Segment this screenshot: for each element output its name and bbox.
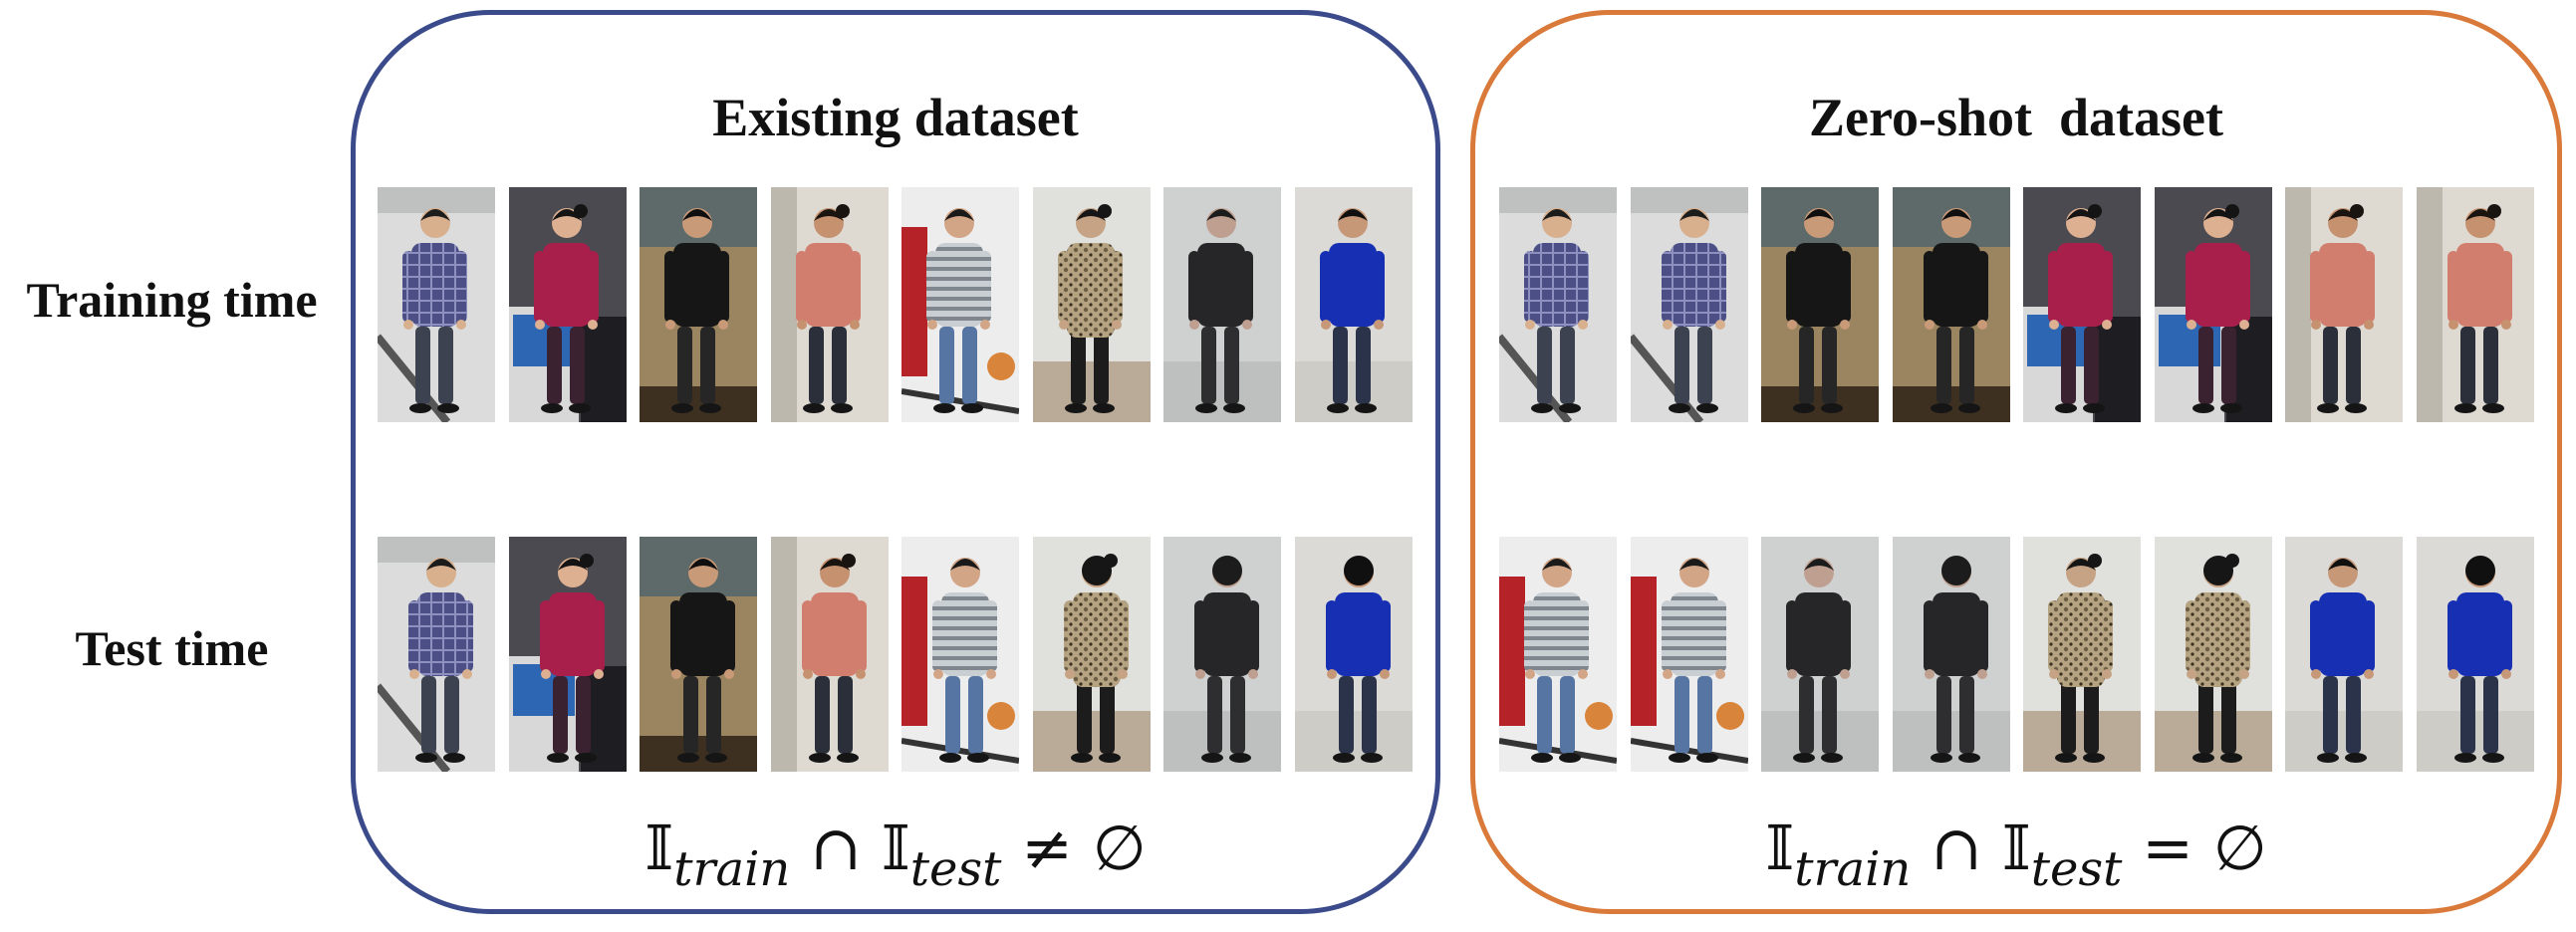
person-image-salmon-woman-training xyxy=(770,187,889,422)
person-image-salmon-woman-test xyxy=(770,537,889,772)
formula-sub-train: train xyxy=(1794,841,1912,897)
person-image-plaid-man-training xyxy=(1499,187,1617,422)
formula-sub-train: train xyxy=(673,841,791,897)
person-image-leopard-woman-test xyxy=(1032,537,1151,772)
formula-sub-test: test xyxy=(909,841,1002,897)
formula-set-test: 𝕀 xyxy=(881,812,910,884)
person-image-dark-man-test xyxy=(1892,537,2010,772)
person-image-striped-man-test xyxy=(1499,537,1617,772)
person-image-black-man-test xyxy=(640,537,757,772)
formula-existing: 𝕀train ∩ 𝕀test ≠ ∅ xyxy=(356,812,1435,897)
person-image-blue-man-test xyxy=(1294,537,1413,772)
formula-intersection: ∩ xyxy=(810,812,863,884)
person-image-blue-man-test xyxy=(2416,537,2534,772)
person-image-pink-woman-training xyxy=(2023,187,2141,422)
person-image-plaid-man-test xyxy=(378,537,495,772)
panel-title-zero-shot: Zero-shot dataset xyxy=(1809,88,2223,147)
formula-intersection: ∩ xyxy=(1931,812,1983,884)
person-image-black-man-training xyxy=(1892,187,2010,422)
person-image-striped-man-test xyxy=(1630,537,1748,772)
person-image-plaid-man-training xyxy=(1630,187,1748,422)
formula-sub-test: test xyxy=(2030,841,2123,897)
person-image-dark-man-training xyxy=(1163,187,1281,422)
zero-shot-dataset-panel: Zero-shot dataset 𝕀train ∩ 𝕀test = ∅ xyxy=(1470,10,2562,914)
person-image-black-man-training xyxy=(640,187,757,422)
existing-training-images xyxy=(356,187,1435,422)
formula-relation: = xyxy=(2142,812,2194,884)
person-image-striped-man-training xyxy=(902,187,1019,422)
person-image-striped-man-test xyxy=(902,537,1019,772)
row-label-test-time: Test time xyxy=(75,620,269,676)
person-image-salmon-woman-training xyxy=(2285,187,2403,422)
person-image-salmon-woman-training xyxy=(2416,187,2534,422)
person-image-pink-woman-training xyxy=(508,187,627,422)
formula-set-train: 𝕀 xyxy=(1765,812,1795,884)
existing-test-images xyxy=(356,537,1435,772)
panel-title-existing: Existing dataset xyxy=(712,88,1079,147)
person-image-blue-man-training xyxy=(1294,187,1413,422)
formula-set-test: 𝕀 xyxy=(2001,812,2031,884)
formula-set-train: 𝕀 xyxy=(644,812,674,884)
person-image-leopard-woman-test xyxy=(2023,537,2141,772)
person-image-dark-man-test xyxy=(1163,537,1281,772)
person-image-dark-man-test xyxy=(1761,537,1879,772)
existing-dataset-panel: Existing dataset 𝕀train ∩ 𝕀test ≠ ∅ xyxy=(351,10,1440,914)
person-image-pink-woman-training xyxy=(2154,187,2272,422)
formula-empty-set: ∅ xyxy=(2212,812,2267,884)
formula-zero-shot: 𝕀train ∩ 𝕀test = ∅ xyxy=(1475,812,2557,897)
zero-shot-test-images xyxy=(1475,537,2557,772)
person-image-black-man-training xyxy=(1761,187,1879,422)
person-image-leopard-woman-test xyxy=(2154,537,2272,772)
person-image-pink-woman-test xyxy=(508,537,627,772)
zero-shot-training-images xyxy=(1475,187,2557,422)
formula-relation: ≠ xyxy=(1021,812,1074,884)
row-label-training-time: Training time xyxy=(26,272,318,328)
person-image-blue-man-test xyxy=(2285,537,2403,772)
person-image-leopard-woman-training xyxy=(1032,187,1151,422)
formula-empty-set: ∅ xyxy=(1092,812,1147,884)
person-image-plaid-man-training xyxy=(378,187,495,422)
